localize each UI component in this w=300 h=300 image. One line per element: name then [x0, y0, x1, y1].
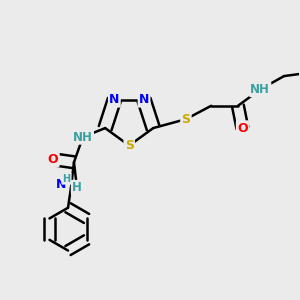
- Text: NH: NH: [73, 130, 93, 143]
- Text: N: N: [139, 93, 149, 106]
- Text: N: N: [109, 93, 119, 106]
- Text: S: S: [125, 139, 134, 152]
- Text: O: O: [48, 153, 58, 166]
- Text: NH: NH: [250, 83, 270, 96]
- Text: H: H: [62, 174, 70, 184]
- Text: N: N: [56, 178, 66, 191]
- Text: O: O: [237, 122, 248, 135]
- Text: S: S: [182, 113, 190, 126]
- Text: H: H: [72, 181, 82, 194]
